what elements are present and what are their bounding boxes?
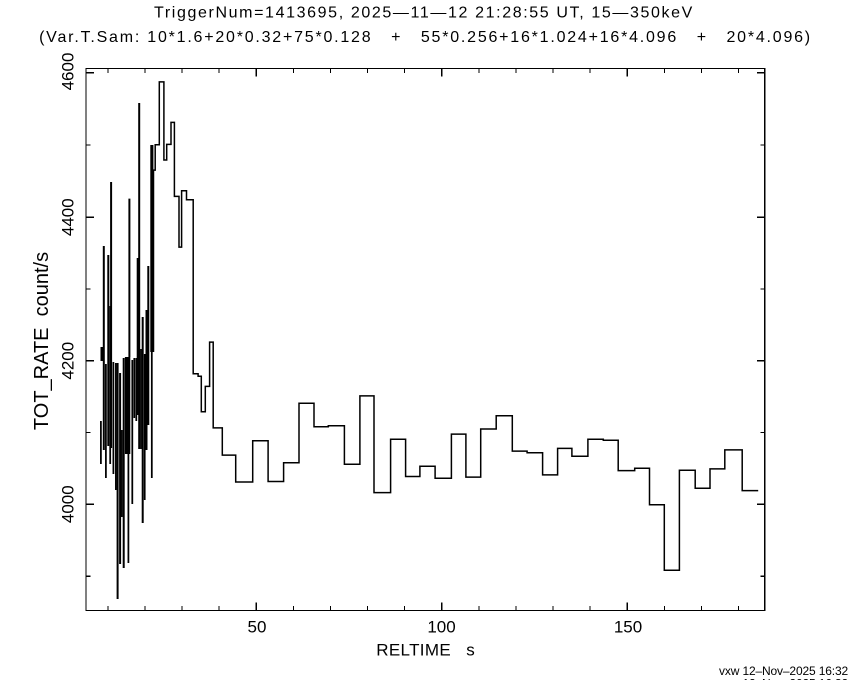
svg-text:TOT_RATE count/s: TOT_RATE count/s (31, 252, 53, 430)
svg-text:TriggerNum=1413695, 2025—11—12: TriggerNum=1413695, 2025—11—12 21:28:55 … (154, 5, 694, 22)
svg-text:vxw 12–Nov–2025 16:32: vxw 12–Nov–2025 16:32 (719, 677, 848, 680)
svg-text:150: 150 (614, 618, 642, 637)
svg-text:vxw 12–Nov–2025 16:32: vxw 12–Nov–2025 16:32 (719, 664, 848, 678)
svg-text:4200: 4200 (59, 342, 78, 380)
svg-text:100: 100 (427, 618, 455, 637)
svg-text:4600: 4600 (59, 53, 78, 91)
svg-text:4000: 4000 (59, 485, 78, 523)
svg-text:50: 50 (248, 618, 267, 637)
svg-text:4400: 4400 (59, 198, 78, 236)
svg-text:RELTIME s: RELTIME s (376, 641, 475, 660)
svg-text:(Var.T.Sam: 10*1.6+20*0.32+75*: (Var.T.Sam: 10*1.6+20*0.32+75*0.128 + 55… (39, 29, 812, 46)
